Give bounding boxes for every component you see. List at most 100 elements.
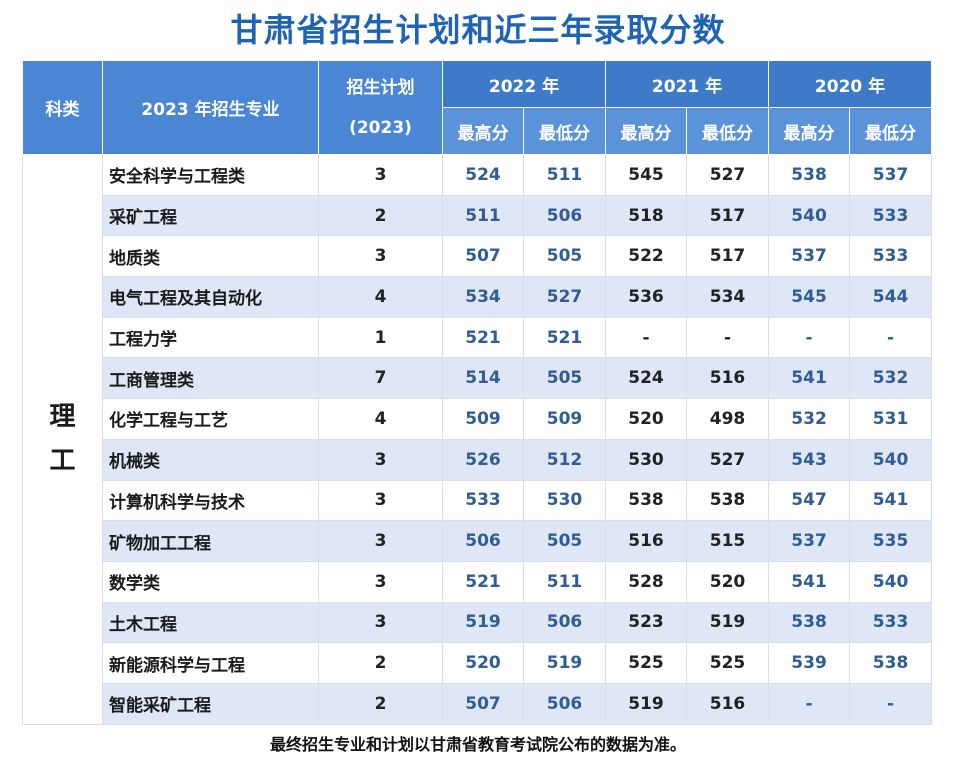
header-min-2020: 最低分 [849, 107, 933, 155]
major-cell: 工程力学 [102, 316, 319, 359]
score-2021-min: 516 [686, 682, 770, 725]
score-2020-min: 538 [849, 642, 933, 684]
score-2022-min: 512 [522, 438, 607, 481]
table-row: 工程力学 1 521 521- - - - [23, 316, 933, 359]
table-row: 新能源科学与工程 2 520 519 525 525 539 538 [23, 642, 933, 684]
score-2020-max: 543 [768, 438, 851, 481]
plan-cell: 1 [318, 316, 443, 359]
score-2021-max: 520 [605, 398, 688, 440]
header-plan: 招生计划 (2023) [318, 60, 443, 155]
score-2022-max: 534 [442, 276, 524, 318]
score-2021-min: 516 [686, 357, 770, 400]
score-2022-min: 509 [522, 398, 607, 440]
header-category: 科类 [22, 60, 103, 155]
score-2021-max: 516 [605, 520, 688, 562]
score-2020-max: 545 [768, 276, 851, 318]
score-2020-max: 537 [768, 520, 851, 562]
footer-note: 最终招生专业和计划以甘肃省教育考试院公布的数据为准。 [269, 735, 686, 754]
score-2021-min: 534 [686, 276, 770, 318]
score-2022-min: 506 [522, 682, 607, 725]
table-row: 地质类 3 507 505 522 517 537 533 [23, 235, 933, 278]
score-2021-max: 525 [605, 642, 688, 684]
major-cell: 矿物加工工程 [102, 520, 319, 562]
header-max-2020: 最高分 [768, 107, 851, 155]
score-2021-min: 515 [686, 520, 770, 562]
table-row: 电气工程及其自动化 4 534 527 536 534 545 544 [23, 276, 933, 318]
score-2020-max: 537 [768, 235, 851, 278]
major-cell: 地质类 [102, 235, 319, 278]
score-2021-max: 524 [605, 357, 688, 400]
table-row: 理工安全科学与工程类 3 524 511 545 527 538 537 [22, 154, 933, 725]
header-year-2022: 2022 年 [441, 60, 607, 108]
plan-cell: 3 [318, 438, 443, 481]
score-2022-max: 506 [442, 520, 524, 562]
score-2020-min: 544 [849, 276, 933, 318]
score-2022-max: 519 [442, 601, 524, 644]
score-2020-min: 535 [849, 520, 933, 562]
score-2022-max: 521 [442, 560, 524, 603]
plan-cell: 4 [318, 398, 443, 440]
score-2021-max: 545 [605, 154, 688, 196]
score-2020-max: 538 [768, 154, 851, 196]
score-2020-min: 540 [849, 560, 933, 603]
category-char: 理 [49, 402, 76, 433]
major-cell: 安全科学与工程类 [102, 154, 319, 196]
plan-cell: 2 [318, 642, 443, 684]
score-2022-max: 524 [442, 154, 524, 196]
plan-cell: 4 [318, 276, 443, 318]
table-row: 化学工程与工艺 4 509 509 520 498 532 531 [23, 398, 933, 440]
score-2020-max: 547 [768, 479, 851, 522]
score-2020-max: 538 [768, 601, 851, 644]
score-2021-max: 519 [605, 682, 688, 725]
major-cell: 化学工程与工艺 [102, 398, 319, 440]
major-cell: 新能源科学与工程 [102, 642, 319, 684]
major-cell: 数学类 [102, 560, 319, 603]
score-2021-min: 527 [686, 154, 770, 196]
score-2021-min: 525 [686, 642, 770, 684]
plan-cell: 3 [318, 235, 443, 278]
table-body: 理工安全科学与工程类 3 524 511 545 527 538 537 采矿工程 2 511 506… [22, 154, 933, 725]
score-2022-min: 506 [522, 194, 607, 237]
score-2021-max: 518 [605, 194, 688, 237]
score-2021-min: - [686, 316, 770, 359]
score-2020-min: - [849, 682, 933, 725]
score-2021-min: 517 [686, 235, 770, 278]
score-2022-max: 509 [442, 398, 524, 440]
score-2022-max: 520 [442, 642, 524, 684]
score-2022-min: 519 [522, 642, 607, 684]
score-2022-max: 526 [442, 438, 524, 481]
plan-cell: 3 [318, 479, 443, 522]
score-2022-max: 507 [442, 235, 524, 278]
major-cell: 智能采矿工程 [102, 682, 319, 725]
table-row: 智能采矿工程 2 507 506 519 516- - [23, 682, 933, 725]
major-cell: 采矿工程 [102, 194, 319, 237]
header-year-2020: 2020 年 [768, 60, 933, 108]
score-2021-max: 538 [605, 479, 688, 522]
score-2022-max: 514 [442, 357, 524, 400]
score-2021-min: 519 [686, 601, 770, 644]
score-2021-min: 517 [686, 194, 770, 237]
plan-cell: 3 [318, 154, 443, 196]
score-2022-max: 533 [442, 479, 524, 522]
score-2020-max: - [768, 316, 851, 359]
category-cell: 理工 [22, 154, 103, 725]
score-2021-max: - [605, 316, 688, 359]
score-2020-max: 541 [768, 560, 851, 603]
score-2020-max: 539 [768, 642, 851, 684]
score-2020-max: 540 [768, 194, 851, 237]
score-2020-min: 532 [849, 357, 933, 400]
score-2020-min: 541 [849, 479, 933, 522]
table-row: 数学类 3 521 511 528 520 541 540 [23, 560, 933, 603]
admission-table: 科类 2023 年招生专业 招生计划 (2023) 2022 年 2021 年 … [22, 60, 933, 725]
major-cell: 土木工程 [102, 601, 319, 644]
header-plan-line1: 招生计划 [346, 77, 415, 98]
score-2022-min: 530 [522, 479, 607, 522]
score-2020-min: 533 [849, 601, 933, 644]
plan-cell: 2 [318, 194, 443, 237]
major-cell: 机械类 [102, 438, 319, 481]
score-2020-min: 533 [849, 194, 933, 237]
score-2021-max: 528 [605, 560, 688, 603]
score-2020-min: 531 [849, 398, 933, 440]
header-major: 2023 年招生专业 [102, 60, 319, 155]
score-2021-max: 522 [605, 235, 688, 278]
